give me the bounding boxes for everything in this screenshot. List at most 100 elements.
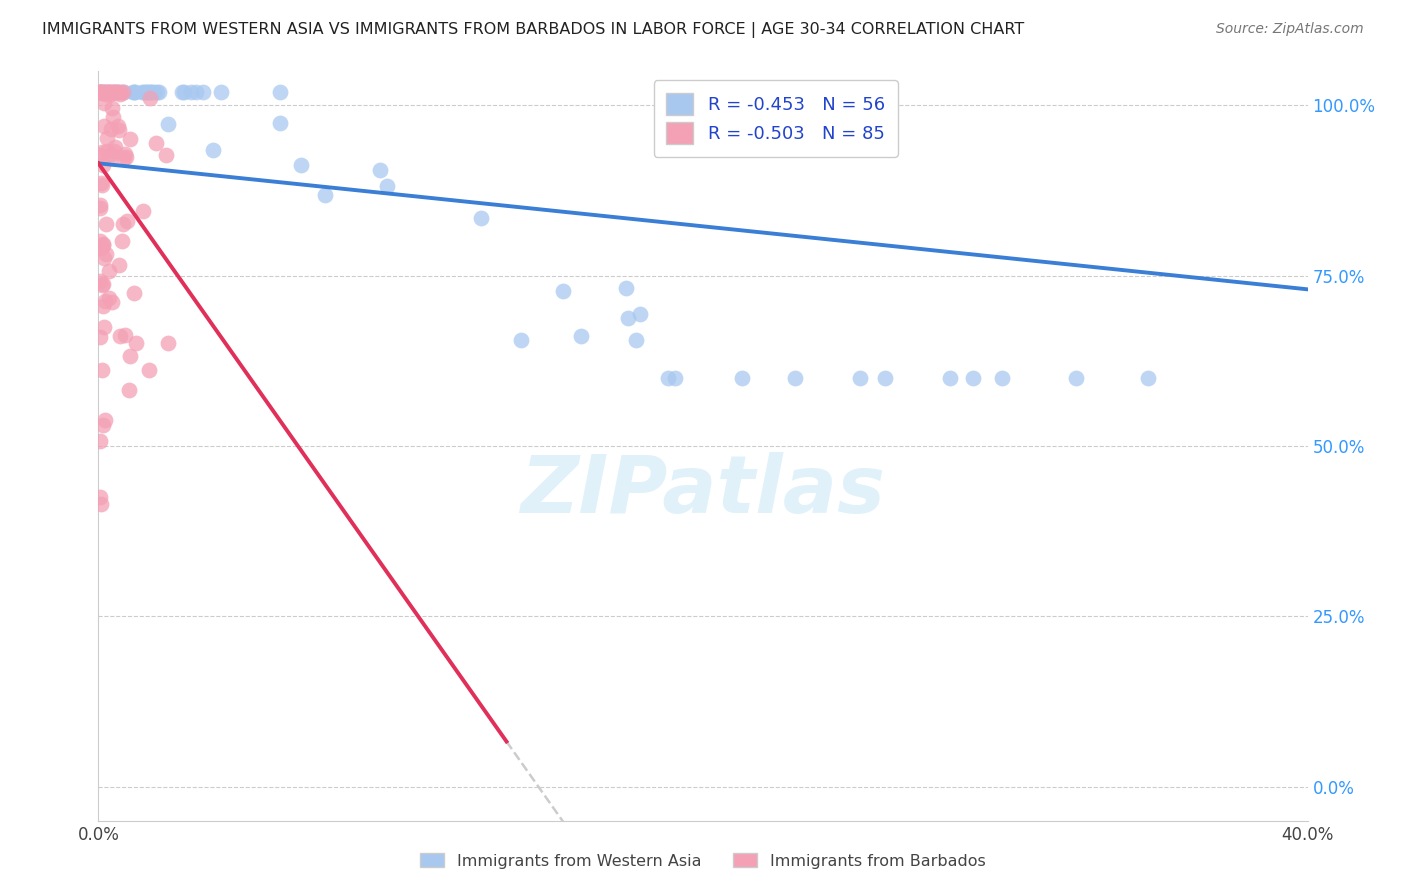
Point (122, 285, 145, 300)
Point (89, 85, 111, 99)
Text: ZIPatlas: ZIPatlas (520, 452, 886, 530)
Point (108, 123, 131, 137)
Point (98, 264, 121, 278)
Point (91, 145, 114, 159)
Point (628, 307, 651, 321)
Point (614, 281, 637, 295)
Point (93, 85, 115, 99)
Point (93, 85, 115, 99)
Point (991, 371, 1014, 385)
Point (104, 140, 127, 154)
Text: Source: ZipAtlas.com: Source: ZipAtlas.com (1216, 22, 1364, 37)
Point (1137, 371, 1160, 385)
Point (89, 198, 111, 212)
Point (131, 85, 153, 99)
Point (132, 85, 155, 99)
Point (657, 371, 679, 385)
Point (139, 85, 162, 99)
Point (91, 418, 114, 433)
Point (211, 85, 233, 99)
Point (122, 85, 145, 99)
Point (617, 311, 640, 326)
Point (100, 146, 122, 161)
Point (105, 85, 128, 99)
Point (368, 162, 391, 177)
Point (98, 85, 121, 99)
Point (93, 96, 115, 111)
Point (91, 240, 114, 254)
Point (108, 85, 131, 99)
Point (201, 143, 224, 157)
Legend: Immigrants from Western Asia, Immigrants from Barbados: Immigrants from Western Asia, Immigrants… (413, 847, 993, 875)
Point (90, 497, 112, 511)
Point (103, 85, 125, 99)
Point (101, 110, 124, 124)
Point (93, 119, 115, 133)
Point (170, 85, 193, 99)
Point (93, 277, 115, 291)
Point (91, 178, 114, 193)
Point (125, 335, 148, 350)
Point (664, 371, 686, 385)
Point (136, 85, 159, 99)
Point (98, 85, 121, 99)
Point (96, 144, 118, 158)
Point (156, 117, 179, 131)
Point (107, 119, 129, 133)
Point (121, 85, 143, 99)
Point (98, 291, 121, 305)
Point (156, 335, 179, 350)
Point (138, 362, 160, 376)
Point (139, 85, 162, 99)
Point (93, 251, 115, 265)
Point (94, 247, 117, 261)
Point (101, 101, 124, 115)
Point (145, 136, 167, 150)
Point (173, 85, 195, 99)
Point (131, 203, 153, 218)
Point (111, 85, 134, 99)
Point (93, 85, 115, 99)
Point (103, 145, 125, 159)
Point (269, 116, 291, 130)
Point (89, 148, 111, 162)
Point (108, 258, 131, 272)
Point (114, 150, 136, 164)
Point (98, 85, 121, 99)
Point (114, 147, 136, 161)
Point (124, 85, 146, 99)
Point (138, 85, 160, 99)
Point (569, 328, 592, 343)
Point (91, 158, 114, 172)
Point (101, 85, 124, 99)
Point (104, 85, 127, 99)
Point (731, 371, 754, 385)
Point (89, 201, 111, 215)
Point (118, 131, 141, 145)
Point (89, 274, 111, 288)
Point (89, 85, 111, 99)
Point (89, 434, 111, 448)
Point (510, 334, 533, 348)
Point (551, 284, 574, 298)
Point (146, 85, 169, 99)
Point (94, 293, 117, 308)
Point (114, 328, 136, 343)
Point (180, 85, 202, 99)
Point (89, 85, 111, 99)
Point (91, 363, 114, 377)
Point (93, 320, 115, 334)
Point (117, 383, 139, 397)
Point (962, 371, 984, 385)
Point (783, 371, 806, 385)
Point (90, 85, 112, 99)
Point (849, 371, 872, 385)
Point (115, 213, 138, 227)
Point (155, 148, 177, 162)
Point (143, 85, 166, 99)
Text: IMMIGRANTS FROM WESTERN ASIA VS IMMIGRANTS FROM BARBADOS IN LABOR FORCE | AGE 30: IMMIGRANTS FROM WESTERN ASIA VS IMMIGRAN… (42, 22, 1025, 38)
Point (624, 333, 647, 347)
Point (101, 85, 124, 99)
Point (90, 85, 112, 99)
Point (96, 85, 118, 99)
